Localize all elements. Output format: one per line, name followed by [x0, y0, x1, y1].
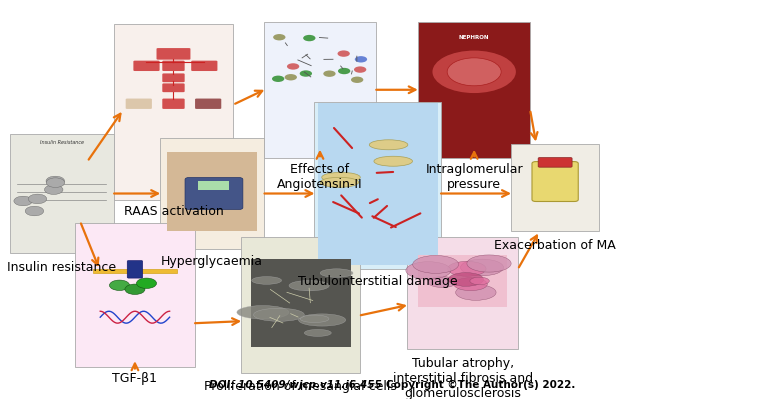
Ellipse shape — [454, 278, 487, 291]
Text: Effects of
Angiotensin-II: Effects of Angiotensin-II — [277, 163, 363, 191]
FancyBboxPatch shape — [162, 61, 184, 71]
Circle shape — [46, 178, 65, 188]
Circle shape — [273, 34, 285, 40]
FancyBboxPatch shape — [532, 162, 578, 201]
Ellipse shape — [374, 156, 412, 166]
FancyBboxPatch shape — [264, 22, 375, 158]
FancyBboxPatch shape — [162, 99, 184, 109]
Ellipse shape — [289, 280, 329, 291]
FancyBboxPatch shape — [195, 99, 221, 109]
Circle shape — [109, 280, 130, 290]
Circle shape — [45, 185, 63, 194]
Circle shape — [300, 70, 312, 77]
Text: DOI: 10.5409/wjcp.v11.i6.455: DOI: 10.5409/wjcp.v11.i6.455 — [209, 380, 386, 390]
Circle shape — [338, 68, 350, 74]
Ellipse shape — [252, 277, 281, 284]
FancyBboxPatch shape — [418, 255, 507, 307]
Circle shape — [14, 196, 32, 206]
Ellipse shape — [412, 255, 459, 273]
Ellipse shape — [448, 273, 483, 286]
Ellipse shape — [448, 261, 486, 276]
Ellipse shape — [369, 140, 408, 150]
FancyBboxPatch shape — [127, 261, 143, 278]
FancyBboxPatch shape — [510, 144, 600, 231]
FancyBboxPatch shape — [114, 24, 233, 200]
Circle shape — [287, 63, 299, 70]
Circle shape — [25, 206, 44, 216]
Ellipse shape — [300, 315, 329, 322]
FancyBboxPatch shape — [185, 178, 243, 209]
Text: NEPHRON: NEPHRON — [459, 36, 490, 40]
FancyBboxPatch shape — [93, 269, 177, 273]
Circle shape — [355, 56, 367, 63]
Ellipse shape — [322, 172, 360, 182]
Text: Proliferation of mesangial cells: Proliferation of mesangial cells — [204, 380, 397, 393]
FancyBboxPatch shape — [126, 99, 152, 109]
Circle shape — [447, 58, 501, 86]
Ellipse shape — [456, 284, 496, 300]
Circle shape — [125, 284, 145, 294]
FancyBboxPatch shape — [162, 83, 184, 92]
Circle shape — [432, 50, 517, 94]
FancyBboxPatch shape — [251, 259, 351, 347]
Text: Tubular atrophy,
interstitial fibrosis and
glomerulosclerosis: Tubular atrophy, interstitial fibrosis a… — [392, 357, 533, 399]
Text: Tubulointerstitial damage: Tubulointerstitial damage — [298, 275, 458, 288]
FancyBboxPatch shape — [538, 158, 572, 167]
Circle shape — [323, 71, 335, 77]
Circle shape — [29, 194, 47, 204]
Ellipse shape — [305, 330, 332, 336]
FancyBboxPatch shape — [418, 22, 530, 158]
Text: TGF-β1: TGF-β1 — [113, 372, 157, 385]
Circle shape — [354, 66, 366, 73]
FancyBboxPatch shape — [315, 102, 441, 269]
Circle shape — [303, 35, 315, 41]
Circle shape — [272, 75, 284, 82]
FancyBboxPatch shape — [191, 61, 217, 71]
Ellipse shape — [298, 314, 345, 326]
FancyBboxPatch shape — [241, 237, 360, 373]
Text: Intraglomerular
pressure: Intraglomerular pressure — [426, 163, 523, 191]
FancyBboxPatch shape — [133, 61, 160, 71]
Text: Exacerbation of MA: Exacerbation of MA — [494, 239, 616, 253]
Ellipse shape — [460, 259, 503, 276]
Circle shape — [46, 176, 65, 186]
FancyBboxPatch shape — [9, 134, 114, 253]
Ellipse shape — [237, 306, 289, 319]
Circle shape — [284, 74, 297, 81]
FancyBboxPatch shape — [318, 103, 438, 265]
Ellipse shape — [470, 277, 490, 285]
FancyBboxPatch shape — [157, 48, 190, 59]
Text: Insulin Resistance: Insulin Resistance — [39, 140, 84, 145]
FancyBboxPatch shape — [162, 73, 184, 82]
Ellipse shape — [320, 269, 353, 277]
Ellipse shape — [254, 308, 305, 321]
Text: RAAS activation: RAAS activation — [123, 205, 224, 218]
Text: Copyright ©The Author(s) 2022.: Copyright ©The Author(s) 2022. — [386, 380, 575, 390]
Ellipse shape — [467, 255, 511, 272]
Ellipse shape — [320, 177, 359, 187]
FancyBboxPatch shape — [75, 223, 194, 367]
FancyBboxPatch shape — [160, 138, 264, 249]
Ellipse shape — [406, 262, 451, 279]
FancyBboxPatch shape — [407, 237, 518, 349]
Circle shape — [136, 278, 157, 288]
FancyBboxPatch shape — [167, 152, 257, 231]
Circle shape — [351, 77, 363, 83]
Circle shape — [338, 50, 350, 57]
Text: Hyperglycaemia: Hyperglycaemia — [161, 255, 263, 269]
Text: Insulin resistance: Insulin resistance — [7, 261, 116, 275]
Ellipse shape — [428, 277, 456, 288]
FancyBboxPatch shape — [198, 181, 229, 190]
